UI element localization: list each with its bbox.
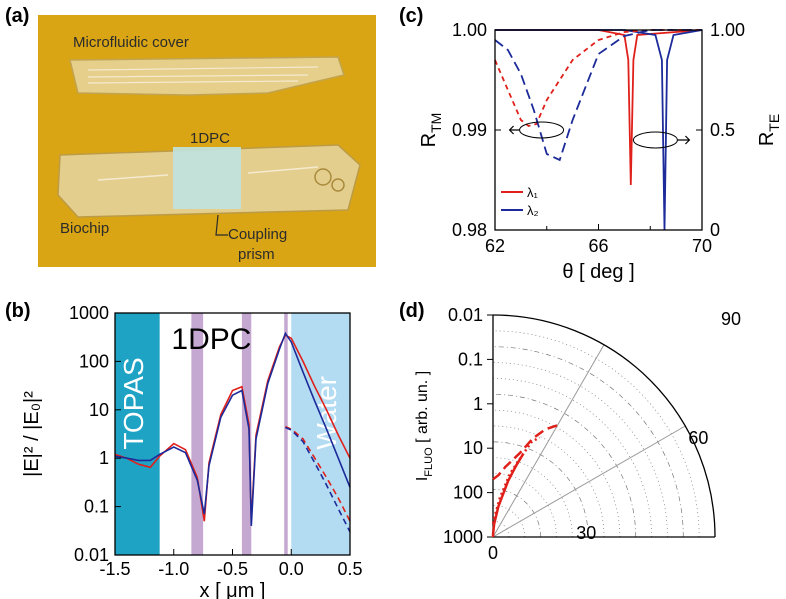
y-axis-title: |E|² / |E₀|²: [21, 391, 43, 477]
x-tick-label: -0.5: [217, 559, 248, 579]
topas-region: [115, 313, 160, 555]
left-axis-arrow: [508, 125, 520, 135]
panel-a-label: (a): [5, 5, 30, 27]
polar-radial-line: [492, 344, 605, 538]
dpc-label: 1DPC: [171, 323, 251, 356]
angle-label: 30: [576, 523, 596, 543]
radial-tick-label: 10: [463, 438, 483, 458]
biochip-text: Biochip: [60, 220, 109, 237]
microfluidic-cover-shape: [69, 56, 345, 96]
polar-grid-arc: [492, 520, 510, 538]
left-axis-indicator: [519, 121, 565, 139]
cover-text: Microfluidic cover: [73, 34, 189, 51]
legend-label: λ₂: [527, 203, 539, 218]
biochip-photo: Microfluidic cover 1DPC Biochip Coupling…: [38, 15, 376, 267]
radial-tick-label: 0.01: [448, 305, 483, 325]
y-left-tick-label: 0.98: [452, 220, 487, 240]
right-axis-arrow: [677, 135, 691, 145]
y-left-tick-label: 0.99: [452, 120, 487, 140]
polar-grid-arc: [492, 457, 573, 538]
water-region: [291, 313, 350, 555]
angle-label: 60: [688, 428, 708, 448]
onedpc-text: 1DPC: [190, 130, 230, 147]
polar-grid-arc: [492, 441, 589, 538]
right-axis-indicator: [632, 131, 678, 149]
y-right-tick-label: 0: [710, 220, 720, 240]
angle-label: 0: [488, 543, 498, 563]
dpc-layer: [284, 313, 288, 555]
polar-grid-arc: [492, 393, 637, 538]
field-series-red-solid: [114, 334, 351, 522]
x-tick-label: -1.0: [158, 559, 189, 579]
panel-d: (d) 0.01 0.1 1 10 100 1000 0 30 60 90 IFLUO [ arb.…: [395, 295, 786, 599]
y-right-axis-subscript: TE: [766, 114, 782, 132]
panel-d-label: (d): [399, 300, 425, 322]
field-series-red-dashed: [285, 425, 351, 522]
prism-pointer: [215, 214, 228, 236]
dpc-layer: [191, 313, 204, 555]
y-tick-label: 100: [79, 351, 109, 371]
x-axis-title: θ [ deg ]: [562, 261, 634, 283]
x-tick-label: 62: [485, 236, 505, 256]
y-left-axis-title: RTM: [418, 113, 444, 148]
radial-tick-label: 1: [473, 394, 483, 414]
angle-label: 90: [721, 309, 741, 329]
x-tick-label: 0.5: [337, 559, 362, 579]
radial-tick-label: 0.1: [458, 349, 483, 369]
topas-label: TOPAS: [118, 357, 149, 449]
panel-b-label: (b): [5, 300, 31, 322]
x-tick-label: -1.5: [99, 559, 130, 579]
panel-c: (c) 62 66 70 0.98 0.99 1.00 0 0.5 1.00 θ [ deg ] R…: [395, 0, 786, 295]
y-tick-label: 0.01: [74, 545, 109, 565]
fluorescence-series-dashed: [492, 424, 558, 481]
y-right-axis-title: RTE: [756, 114, 782, 146]
dpc-layer: [241, 313, 252, 555]
polar-grid-arc: [492, 346, 684, 538]
plot-frame-c: [494, 29, 703, 231]
radial-tick-label: 100: [453, 483, 483, 503]
prism-text-1: Coupling: [228, 226, 287, 243]
polar-grid-arc: [492, 362, 668, 538]
radial-tick-label: 1000: [443, 527, 483, 547]
polar-grid-arc: [492, 425, 605, 538]
panel-a: (a) Microfluidic cover 1DPC Biochip Coup…: [0, 0, 395, 275]
reflectance-chart: 62 66 70 0.98 0.99 1.00 0 0.5 1.00 θ [ deg ] RTM RT…: [418, 20, 782, 283]
x-axis-title: x [ μm ]: [200, 580, 266, 599]
y-right-tick-label: 1.00: [710, 20, 745, 40]
polar-axis-units: [ arb. un. ]: [414, 371, 431, 447]
x-tick-label: 66: [588, 236, 608, 256]
polar-grid-arc: [492, 378, 652, 538]
x-tick-label: 70: [692, 236, 712, 256]
y-tick-label: 1: [99, 448, 109, 468]
x-tick-label: 0.0: [279, 559, 304, 579]
fluorescence-series-dotted: [491, 436, 541, 524]
y-tick-label: 10: [89, 400, 109, 420]
fluorescence-series-solid: [491, 452, 525, 538]
field-series-blue-solid: [114, 331, 351, 526]
y-left-axis-subscript: TM: [428, 113, 444, 133]
y-tick-label: 0.1: [84, 497, 109, 517]
y-left-tick-label: 1.00: [452, 20, 487, 40]
polar-grid-arc: [492, 473, 557, 538]
polar-radial-line: [492, 425, 686, 538]
legend-label: λ₁: [527, 185, 539, 200]
polar-axis-subscript: FLUO: [423, 447, 435, 477]
polar-grid-arc: [492, 489, 541, 538]
reflectance-series-left-solid: [495, 29, 703, 231]
polar-axis-title: IFLUO [ arb. un. ]: [414, 371, 435, 481]
reflectance-series-right-dashed: [494, 29, 702, 162]
prism-text-2: prism: [238, 246, 275, 263]
biochip-shape: [57, 144, 361, 218]
polar-outer-arc: [492, 314, 716, 538]
panel-c-label: (c): [399, 5, 424, 27]
polar-grid-arc: [492, 330, 700, 538]
y-right-tick-label: 0.5: [710, 120, 735, 140]
panel-b: (b) TOPAS 1DPC Water -1.5 -1.0 -0.5 0.0 0.5 0.01…: [0, 295, 395, 599]
y-tick-label: 1000: [69, 303, 109, 323]
